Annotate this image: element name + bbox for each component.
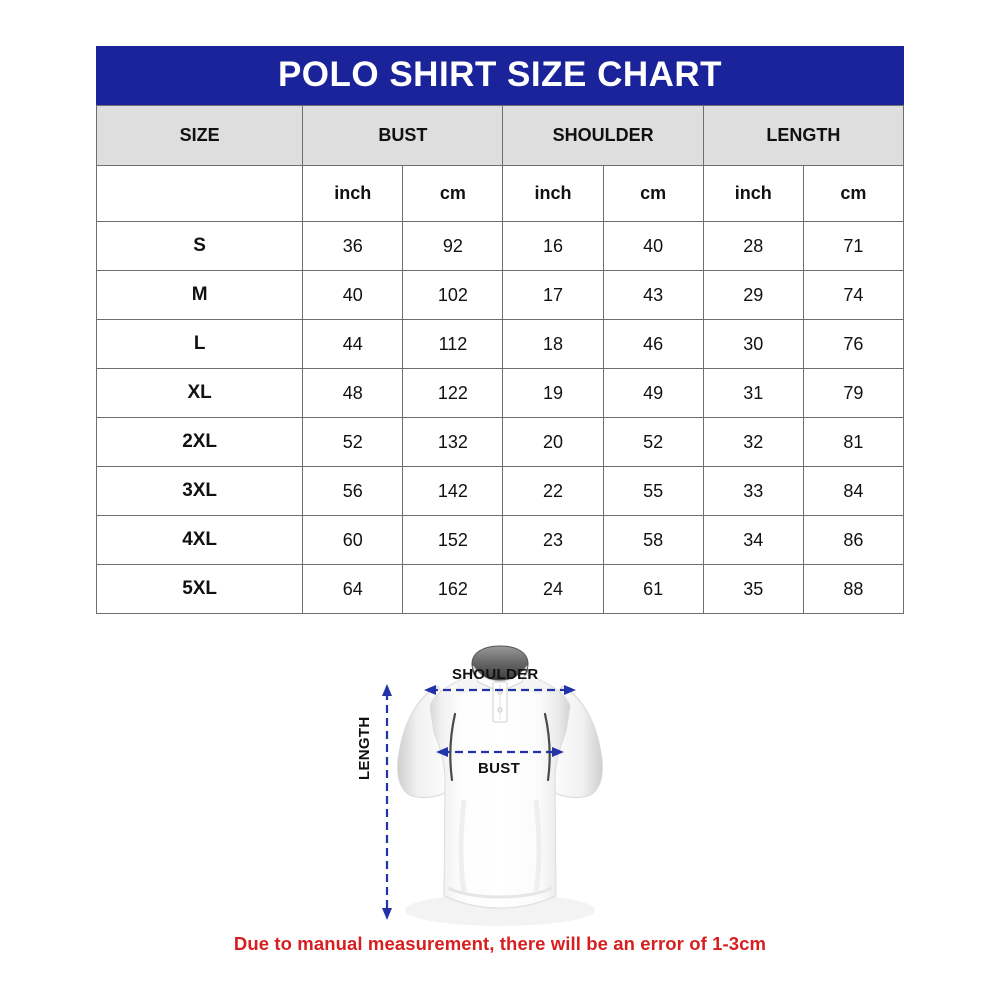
measurement-cell: 52 (302, 417, 404, 467)
measurement-cell: 71 (802, 221, 905, 271)
table-row: 5XL 64 162 24 61 35 88 (95, 564, 905, 614)
measurement-cell: 19 (502, 368, 604, 418)
size-cell: M (95, 270, 304, 320)
column-header-shoulder: SHOULDER (502, 105, 704, 166)
bust-measure-arrow (436, 747, 564, 757)
size-chart-table-container: POLO SHIRT SIZE CHART SIZE BUST SHOULDER… (95, 46, 905, 614)
measurement-cell: 58 (602, 515, 704, 565)
measurement-cell: 60 (302, 515, 404, 565)
measurement-cell: 48 (302, 368, 404, 418)
measurement-cell: 22 (502, 466, 604, 516)
column-header-bust: BUST (302, 105, 504, 166)
unit-header-row: inch cm inch cm inch cm (95, 165, 905, 222)
size-cell: 2XL (95, 417, 304, 467)
measurement-cell: 40 (302, 270, 404, 320)
unit-cell-bust-inch: inch (302, 165, 404, 222)
fold-left (458, 799, 467, 893)
table-row: XL 48 122 19 49 31 79 (95, 368, 905, 418)
measurement-cell: 152 (402, 515, 504, 565)
shoulder-measure-arrow (424, 685, 576, 695)
measurement-cell: 92 (402, 221, 504, 271)
measurement-cell: 44 (302, 319, 404, 369)
size-table-body: S 36 92 16 40 28 71 M 40 102 17 43 29 74 L 44 112 18 46 30 7… (95, 221, 905, 614)
measurement-cell: 86 (802, 515, 905, 565)
measurement-cell: 17 (502, 270, 604, 320)
column-header-size: SIZE (95, 105, 304, 166)
measurement-cell: 40 (602, 221, 704, 271)
measurement-cell: 46 (602, 319, 704, 369)
measurement-cell: 142 (402, 466, 504, 516)
table-row: 2XL 52 132 20 52 32 81 (95, 417, 905, 467)
table-row: S 36 92 16 40 28 71 (95, 221, 905, 271)
measurement-disclaimer: Due to manual measurement, there will be… (233, 933, 767, 954)
polo-shirt-illustration (382, 645, 603, 926)
measurement-cell: 20 (502, 417, 604, 467)
measurement-cell: 74 (802, 270, 905, 320)
size-cell: 5XL (95, 564, 304, 614)
measurement-cell: 16 (502, 221, 604, 271)
measurement-cell: 34 (702, 515, 804, 565)
measurement-cell: 132 (402, 417, 504, 467)
size-table: SIZE BUST SHOULDER LENGTH inch cm inch c… (95, 105, 905, 614)
size-cell: S (95, 221, 304, 271)
measurement-cell: 30 (702, 319, 804, 369)
length-label: LENGTH (356, 716, 373, 780)
measurement-cell: 55 (602, 466, 704, 516)
measurement-cell: 29 (702, 270, 804, 320)
size-cell: XL (95, 368, 304, 418)
hem-line (447, 886, 553, 899)
unit-cell-length-cm: cm (802, 165, 905, 222)
collar-points (472, 665, 528, 693)
measurement-cell: 102 (402, 270, 504, 320)
measurement-cell: 81 (802, 417, 905, 467)
measurement-cell: 32 (702, 417, 804, 467)
measurement-cell: 122 (402, 368, 504, 418)
measurement-cell: 18 (502, 319, 604, 369)
measurement-cell: 64 (302, 564, 404, 614)
left-armhole-seam (449, 712, 457, 782)
measurement-cell: 88 (802, 564, 905, 614)
measurement-cell: 23 (502, 515, 604, 565)
shirt-shadow (405, 894, 595, 926)
measurement-cell: 43 (602, 270, 704, 320)
shoulder-label: SHOULDER (452, 666, 539, 683)
length-measure-arrow (382, 684, 392, 920)
unit-cell-length-inch: inch (702, 165, 804, 222)
size-cell: L (95, 319, 304, 369)
measurement-cell: 28 (702, 221, 804, 271)
shirt-button-bottom (497, 707, 503, 713)
bust-label: BUST (478, 760, 521, 777)
size-cell: 3XL (95, 466, 304, 516)
measurement-cell: 36 (302, 221, 404, 271)
size-cell: 4XL (95, 515, 304, 565)
measurement-cell: 35 (702, 564, 804, 614)
table-row: M 40 102 17 43 29 74 (95, 270, 905, 320)
fold-right (533, 799, 542, 893)
measurement-cell: 162 (402, 564, 504, 614)
measurement-cell: 49 (602, 368, 704, 418)
unit-cell-shoulder-inch: inch (502, 165, 604, 222)
table-row: L 44 112 18 46 30 76 (95, 319, 905, 369)
column-header-length: LENGTH (702, 105, 905, 166)
measurement-cell: 112 (402, 319, 504, 369)
measurement-cell: 84 (802, 466, 905, 516)
measurement-cell: 61 (602, 564, 704, 614)
measurement-cell: 31 (702, 368, 804, 418)
table-row: 4XL 60 152 23 58 34 86 (95, 515, 905, 565)
measurement-diagram: SHOULDER BUST LENGTH (0, 620, 1000, 940)
measurement-cell: 76 (802, 319, 905, 369)
measurement-cell: 56 (302, 466, 404, 516)
unit-cell-bust-cm: cm (402, 165, 504, 222)
table-row: 3XL 56 142 22 55 33 84 (95, 466, 905, 516)
measurement-cell: 33 (702, 466, 804, 516)
right-armhole-seam (543, 712, 551, 782)
measurement-cell: 79 (802, 368, 905, 418)
page-title: POLO SHIRT SIZE CHART (96, 46, 904, 105)
unit-cell-blank (95, 165, 304, 222)
measurement-cell: 52 (602, 417, 704, 467)
group-header-row: SIZE BUST SHOULDER LENGTH (95, 105, 905, 166)
measurement-cell: 24 (502, 564, 604, 614)
unit-cell-shoulder-cm: cm (602, 165, 704, 222)
